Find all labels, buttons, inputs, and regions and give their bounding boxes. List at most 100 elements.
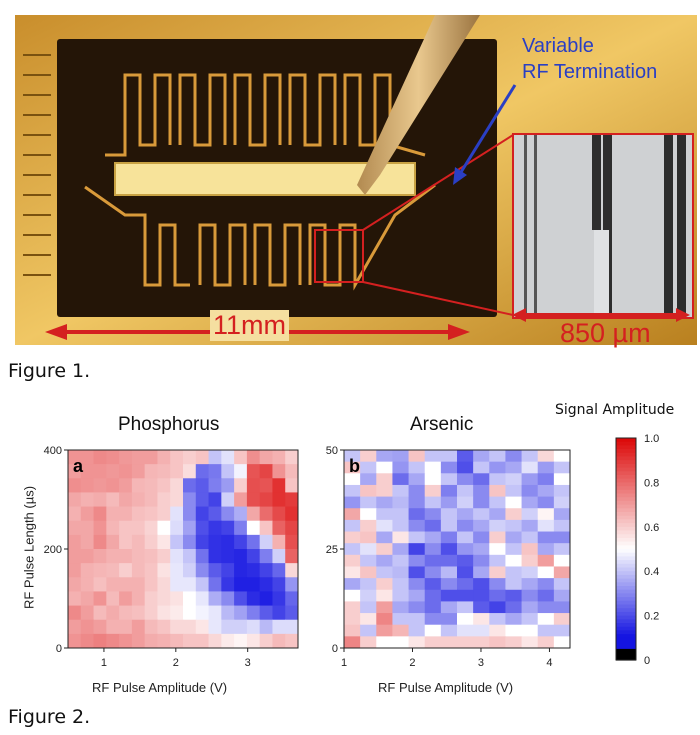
heatmap-cell bbox=[489, 613, 506, 626]
heatmap-cell bbox=[119, 534, 133, 550]
heatmap-cell bbox=[144, 450, 158, 465]
heatmap-cell bbox=[272, 605, 286, 621]
heatmap-cell bbox=[221, 506, 235, 522]
colorbar-step bbox=[616, 634, 636, 639]
heatmap-cell bbox=[131, 549, 146, 564]
heatmap-cell bbox=[344, 578, 361, 591]
heatmap-cell bbox=[157, 549, 171, 564]
heatmap-cell bbox=[473, 554, 490, 567]
heatmap-cell bbox=[80, 549, 95, 564]
heatmap-cell bbox=[521, 496, 539, 509]
heatmap-cell bbox=[537, 508, 555, 521]
heatmap-cell bbox=[68, 605, 82, 621]
heatmap-cell bbox=[144, 478, 158, 493]
heatmap-cell bbox=[246, 591, 261, 607]
heatmap-cell bbox=[183, 577, 197, 592]
heatmap-cell bbox=[440, 496, 458, 509]
heatmap-cell bbox=[537, 554, 555, 567]
heatmap-cell bbox=[157, 520, 171, 536]
heatmap-cell bbox=[440, 543, 458, 556]
heatmap-cell bbox=[408, 450, 426, 463]
colorbar-step bbox=[616, 574, 636, 580]
heatmap-cell bbox=[68, 563, 82, 578]
heatmap-cell bbox=[553, 531, 571, 544]
heatmap-cell bbox=[234, 520, 248, 536]
heatmap-a-ylabel: RF Pulse Length (µs) bbox=[21, 485, 37, 610]
heatmap-cell bbox=[106, 506, 120, 522]
heatmap-cell bbox=[170, 506, 184, 522]
heatmap-cell bbox=[489, 519, 506, 533]
heatmap-cell bbox=[489, 461, 506, 474]
heatmap-cell bbox=[246, 450, 261, 465]
heatmap-cell bbox=[80, 450, 95, 465]
heatmap-cell bbox=[376, 484, 393, 498]
heatmap-cell bbox=[473, 589, 490, 602]
heatmap-cell bbox=[489, 496, 506, 509]
heatmap-cell bbox=[144, 605, 158, 621]
colorbar-step bbox=[616, 467, 636, 472]
heatmap-cell bbox=[440, 613, 458, 626]
heatmap-cell bbox=[424, 566, 442, 579]
heatmap-cell bbox=[489, 543, 506, 556]
heatmap-cell bbox=[360, 450, 377, 463]
heatmap-cell bbox=[93, 520, 107, 536]
heatmap-cell bbox=[505, 461, 523, 474]
heatmap-cell bbox=[457, 566, 474, 579]
heatmap-cell bbox=[246, 605, 261, 621]
colorbar-step bbox=[616, 493, 636, 498]
heatmap-cell bbox=[376, 636, 393, 649]
heatmap-cell bbox=[537, 624, 555, 637]
heatmap-cell bbox=[360, 566, 377, 579]
heatmap-cell bbox=[489, 566, 506, 579]
heatmap-cell bbox=[131, 605, 146, 621]
heatmap-cell bbox=[234, 478, 248, 493]
heatmap-cell bbox=[234, 450, 248, 465]
heatmap-cell bbox=[68, 549, 82, 564]
heatmap-cell bbox=[272, 450, 286, 465]
heatmap-cell bbox=[537, 496, 555, 509]
heatmap-cell bbox=[157, 591, 171, 607]
colorbar-step bbox=[616, 508, 636, 513]
heatmap-cell bbox=[195, 633, 210, 649]
heatmap-cell bbox=[285, 506, 299, 522]
heatmap-cell bbox=[537, 636, 555, 649]
heatmap-cell bbox=[221, 563, 235, 578]
heatmap-cell bbox=[157, 464, 171, 479]
heatmap-cell bbox=[360, 531, 377, 544]
heatmap-cell bbox=[68, 492, 82, 508]
heatmap-cell bbox=[157, 506, 171, 522]
heatmap-cell bbox=[272, 492, 286, 508]
heatmap-cell bbox=[440, 484, 458, 498]
heatmap-cell bbox=[505, 508, 523, 521]
heatmap-cell bbox=[505, 601, 523, 614]
heatmap-cell bbox=[473, 496, 490, 509]
heatmap-cell bbox=[246, 464, 261, 479]
heatmap-cell bbox=[119, 549, 133, 564]
heatmap-cell bbox=[537, 566, 555, 579]
heatmap-cell bbox=[360, 473, 377, 486]
heatmap-cell bbox=[93, 577, 107, 592]
heatmap-cell bbox=[131, 478, 146, 493]
heatmap-cell bbox=[93, 534, 107, 550]
heatmap-cell bbox=[285, 563, 299, 578]
heatmap-cell bbox=[170, 619, 184, 635]
heatmap-cell bbox=[553, 450, 571, 463]
heatmap-cell bbox=[424, 461, 442, 474]
heatmap-cell bbox=[424, 636, 442, 649]
heatmap-cell bbox=[80, 633, 95, 649]
heatmap-cell bbox=[157, 619, 171, 635]
heatmap-cell bbox=[119, 577, 133, 592]
heatmap-cell bbox=[119, 563, 133, 578]
colorbar-step bbox=[616, 526, 636, 532]
x-tick-label: 1 bbox=[341, 657, 347, 669]
heatmap-cell bbox=[408, 566, 426, 579]
heatmap-cell bbox=[272, 506, 286, 522]
heatmap-cell bbox=[195, 464, 210, 479]
heatmap-cell bbox=[208, 549, 222, 564]
heatmap-cell bbox=[505, 484, 523, 498]
heatmap-cell bbox=[221, 534, 235, 550]
heatmap-cell bbox=[144, 520, 158, 536]
heatmap-cell bbox=[195, 520, 210, 536]
heatmap-cell bbox=[259, 605, 273, 621]
heatmap-cell bbox=[360, 543, 377, 556]
